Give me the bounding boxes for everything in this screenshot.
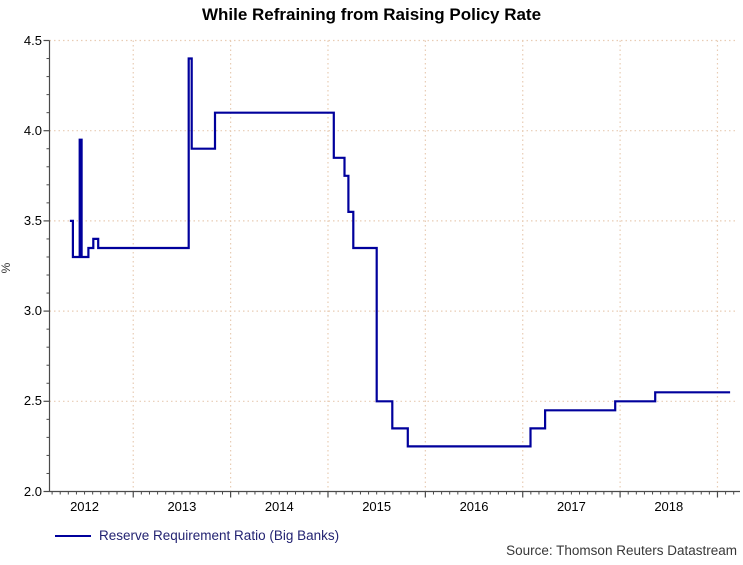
series-line (69, 57, 731, 448)
x-tick-label: 2012 (70, 498, 99, 514)
y-tick-label: 4.0 (23, 122, 42, 138)
x-tick-label: 2014 (264, 498, 294, 514)
chart-title: While Refraining from Raising Policy Rat… (201, 5, 542, 24)
legend-line-swatch (55, 534, 91, 537)
x-tick-label: 2013 (167, 498, 197, 514)
x-tick-label: 2015 (362, 498, 392, 514)
legend-label: Reserve Requirement Ratio (Big Banks) (99, 528, 340, 543)
source-attribution: Source: Thomson Reuters Datastream (506, 543, 737, 558)
y-tick-label: 3.5 (23, 212, 42, 228)
x-tick-label: 2016 (459, 498, 489, 514)
x-tick-label: 2018 (654, 498, 684, 514)
x-tick-label: 2017 (556, 498, 586, 514)
y-tick-label: 2.0 (23, 483, 42, 499)
legend: Reserve Requirement Ratio (Big Banks) (55, 528, 339, 543)
y-tick-label: 2.5 (23, 393, 42, 409)
y-tick-label: 4.5 (23, 32, 42, 48)
y-tick-label: 3.0 (23, 303, 42, 319)
